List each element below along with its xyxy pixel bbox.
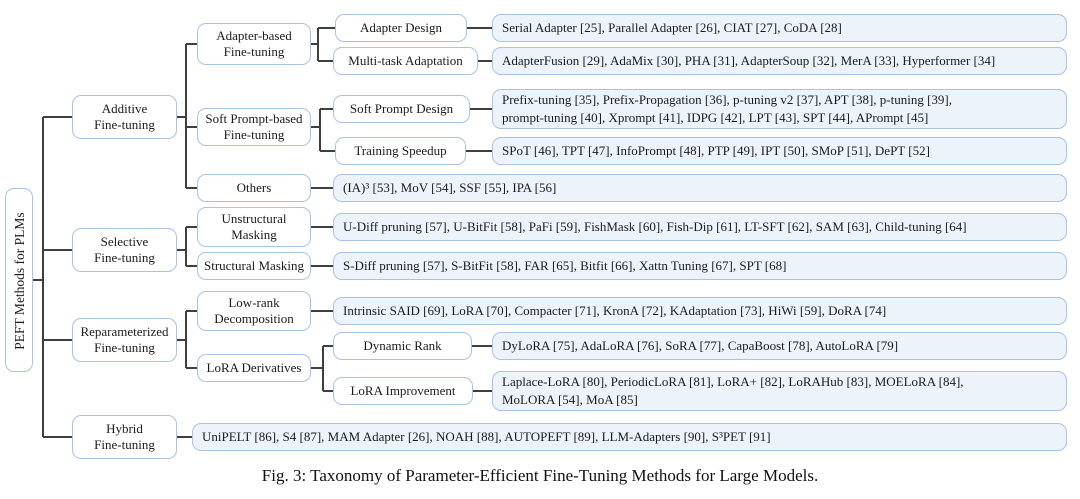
figure-caption: Fig. 3: Taxonomy of Parameter-Efficient … <box>261 466 819 485</box>
node-reparameterized-fine-tuning: Reparameterized Fine-tuning <box>72 318 177 362</box>
node-lora-derivatives: LoRA Derivatives <box>197 354 311 382</box>
leaf-low-rank-decomposition-methods: Intrinsic SAID [69], LoRA [70], Compacte… <box>333 297 1067 325</box>
leaf-soft-prompt-design-methods: Prefix-tuning [35], Prefix-Propagation [… <box>492 89 1067 129</box>
node-adapter-design: Adapter Design <box>335 14 467 42</box>
node-soft-prompt-design: Soft Prompt Design <box>333 95 470 123</box>
node-training-speedup: Training Speedup <box>335 137 466 165</box>
node-soft-prompt-based-fine-tuning: Soft Prompt-based Fine-tuning <box>197 108 311 146</box>
node-dynamic-rank: Dynamic Rank <box>333 332 472 360</box>
leaf-structural-masking-methods: S-Diff pruning [57], S-BitFit [58], FAR … <box>333 252 1067 280</box>
leaf-training-speedup-methods: SPoT [46], TPT [47], InfoPrompt [48], PT… <box>492 137 1067 165</box>
node-others: Others <box>197 174 311 202</box>
node-additive-fine-tuning: Additive Fine-tuning <box>72 95 177 139</box>
node-selective-fine-tuning: Selective Fine-tuning <box>72 228 177 272</box>
node-adapter-based-fine-tuning: Adapter-based Fine-tuning <box>197 23 311 65</box>
leaf-dynamic-rank-methods: DyLoRA [75], AdaLoRA [76], SoRA [77], Ca… <box>492 332 1067 360</box>
node-unstructural-masking: Unstructural Masking <box>197 207 311 247</box>
node-multi-task-adaptation: Multi-task Adaptation <box>333 47 478 75</box>
node-structural-masking: Structural Masking <box>197 252 311 280</box>
leaf-lora-improvement-methods: Laplace-LoRA [80], PeriodicLoRA [81], Lo… <box>492 371 1067 411</box>
leaf-hybrid-fine-tuning-methods: UniPELT [86], S4 [87], MAM Adapter [26],… <box>192 423 1067 451</box>
root-node-peft-methods: PEFT Methods for PLMs <box>5 188 33 372</box>
leaf-adapter-design-methods: Serial Adapter [25], Parallel Adapter [2… <box>492 14 1067 42</box>
node-lora-improvement: LoRA Improvement <box>333 377 473 405</box>
leaf-unstructural-masking-methods: U-Diff pruning [57], U-BitFit [58], PaFi… <box>333 213 1067 241</box>
leaf-multi-task-adaptation-methods: AdapterFusion [29], AdaMix [30], PHA [31… <box>492 47 1067 75</box>
root-node-label: PEFT Methods for PLMs <box>11 212 27 350</box>
node-hybrid-fine-tuning: Hybrid Fine-tuning <box>72 415 177 459</box>
node-low-rank-decomposition: Low-rank Decomposition <box>197 291 311 331</box>
leaf-others-methods: (IA)³ [53], MoV [54], SSF [55], IPA [56] <box>333 174 1067 202</box>
